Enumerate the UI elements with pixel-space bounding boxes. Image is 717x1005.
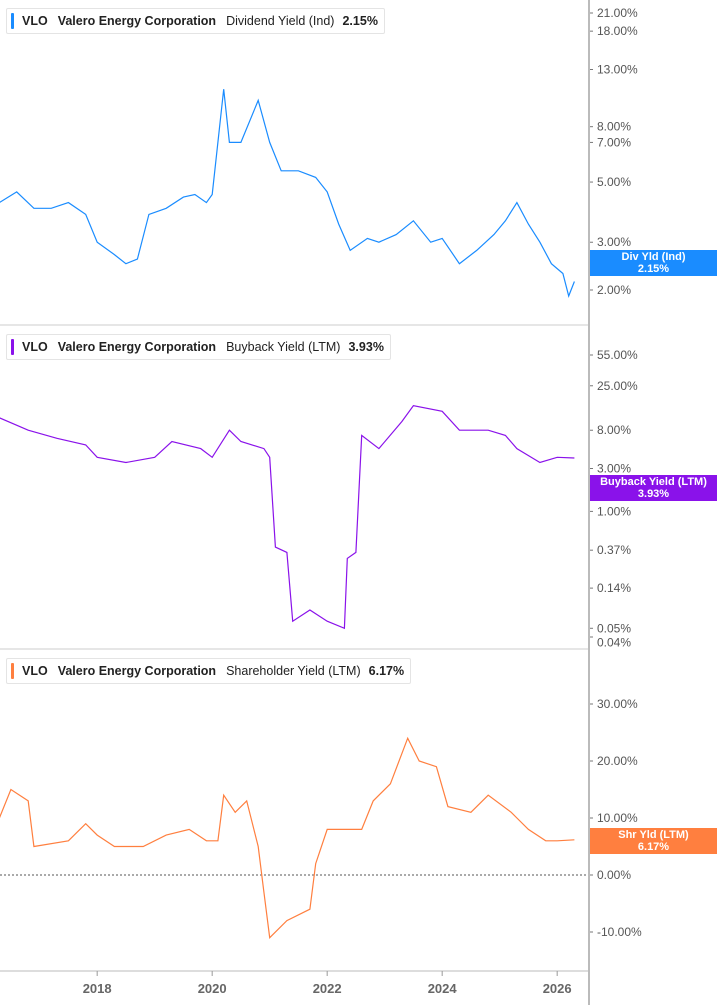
y-tick-label: 55.00% <box>597 348 638 362</box>
y-tick-label: 1.00% <box>597 504 631 518</box>
y-tick-label: -10.00% <box>597 925 642 939</box>
series-swatch <box>11 663 14 679</box>
x-tick-label: 2026 <box>543 981 572 996</box>
y-tick-label: 8.00% <box>597 120 631 134</box>
flag-label: Div Yld (Ind) <box>621 251 686 263</box>
x-tick-label: 2024 <box>428 981 458 996</box>
legend-company: Valero Energy Corporation <box>57 340 217 354</box>
y-tick-label: 25.00% <box>597 379 638 393</box>
flag-value: 6.17% <box>637 841 670 853</box>
series-line <box>0 405 575 630</box>
x-tick-label: 2022 <box>313 981 342 996</box>
series-swatch <box>11 339 14 355</box>
legend-company: Valero Energy Corporation <box>57 664 217 678</box>
y-tick-label: 3.00% <box>597 462 631 476</box>
y-tick-label: 5.00% <box>597 175 631 189</box>
y-tick-label: 21.00% <box>597 6 638 20</box>
y-tick-label: 0.00% <box>597 868 631 882</box>
series-line <box>0 736 575 939</box>
flag-value: 3.93% <box>637 488 670 500</box>
flag-label: Buyback Yield (LTM) <box>600 476 707 488</box>
y-tick-label: 0.37% <box>597 543 631 557</box>
y-tick-label: 8.00% <box>597 423 631 437</box>
y-tick-label: 2.00% <box>597 283 631 297</box>
legend-ticker: VLO <box>22 14 48 28</box>
legend-value: 3.93% <box>348 340 384 354</box>
last-value-flag-dividend: Div Yld (Ind) 2.15% <box>590 250 717 276</box>
y-tick-label: 30.00% <box>597 697 638 711</box>
legend-company: Valero Energy Corporation <box>57 14 217 28</box>
legend-shareholder-yield: VLO Valero Energy Corporation Shareholde… <box>6 658 412 684</box>
last-value-flag-buyback: Buyback Yield (LTM) 3.93% <box>590 475 717 501</box>
series-line <box>0 89 575 298</box>
legend-value: 2.15% <box>342 14 378 28</box>
y-tick-label: 13.00% <box>597 62 638 76</box>
legend-dividend-yield: VLO Valero Energy Corporation Dividend Y… <box>6 8 385 34</box>
legend-ticker: VLO <box>22 664 48 678</box>
y-tick-label: 7.00% <box>597 135 631 149</box>
y-tick-label: 3.00% <box>597 235 631 249</box>
y-tick-label: 0.04% <box>597 635 631 649</box>
legend-ticker: VLO <box>22 340 48 354</box>
y-tick-label: 0.05% <box>597 621 631 635</box>
legend-buyback-yield: VLO Valero Energy Corporation Buyback Yi… <box>6 334 391 360</box>
y-tick-label: 18.00% <box>597 24 638 38</box>
y-tick-label: 10.00% <box>597 811 638 825</box>
legend-value: 6.17% <box>368 664 405 678</box>
legend-metric: Shareholder Yield (LTM) <box>226 664 361 678</box>
x-tick-label: 2018 <box>83 981 112 996</box>
x-tick-label: 2020 <box>198 981 227 996</box>
flag-value: 2.15% <box>637 263 670 275</box>
legend-metric: Dividend Yield (Ind) <box>226 14 335 28</box>
series-swatch <box>11 13 14 29</box>
flag-label: Shr Yld (LTM) <box>618 829 689 841</box>
y-tick-label: 20.00% <box>597 754 638 768</box>
legend-metric: Buyback Yield (LTM) <box>226 340 341 354</box>
last-value-flag-shareholder: Shr Yld (LTM) 6.17% <box>590 828 717 854</box>
y-tick-label: 0.14% <box>597 581 631 595</box>
